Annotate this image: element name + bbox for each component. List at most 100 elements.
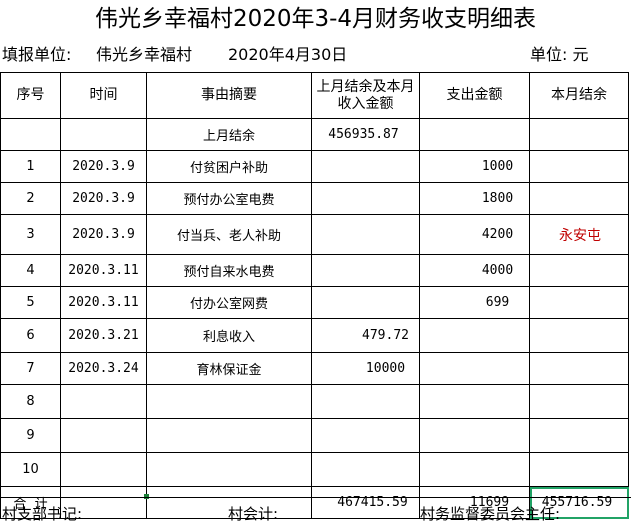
cell-expense[interactable] — [419, 418, 530, 453]
column-header[interactable]: 时间 — [60, 72, 147, 119]
cell-date[interactable] — [60, 118, 147, 151]
cell-expense[interactable]: 699 — [419, 286, 530, 319]
table-row: 5 2020.3.11 付办公室网费 699 — [0, 286, 629, 319]
cell-income[interactable] — [311, 452, 420, 487]
cell-expense[interactable] — [419, 318, 530, 353]
ledger-table: 序号 时间 事由摘要 上月结余及本月收入金额 支出金额 本月结余 上月结余 45… — [0, 72, 629, 519]
cell-balance[interactable] — [529, 384, 629, 419]
cell-expense[interactable]: 4200 — [419, 214, 530, 255]
total-income[interactable]: 467415.59 — [311, 486, 420, 519]
cell-no[interactable]: 2 — [0, 182, 61, 215]
cell-income[interactable] — [311, 150, 420, 183]
cell-income[interactable] — [311, 286, 420, 319]
cell-desc[interactable]: 利息收入 — [146, 318, 312, 353]
report-subheader: 填报单位: 伟光乡幸福村 2020年4月30日 单位: 元 — [0, 38, 631, 72]
table-row: 2 2020.3.9 预付办公室电费 1800 — [0, 182, 629, 215]
cell-balance[interactable] — [529, 254, 629, 287]
cell-desc[interactable] — [146, 384, 312, 419]
table-header-row: 序号 时间 事由摘要 上月结余及本月收入金额 支出金额 本月结余 — [0, 72, 629, 119]
cell-desc[interactable]: 付贫困户补助 — [146, 150, 312, 183]
cell-no[interactable]: 3 — [0, 214, 61, 255]
cell-balance[interactable] — [529, 418, 629, 453]
cell-no[interactable]: 1 — [0, 150, 61, 183]
cell-balance[interactable] — [529, 118, 629, 151]
cell-expense[interactable] — [419, 118, 530, 151]
cell-no[interactable]: 6 — [0, 318, 61, 353]
cell-date[interactable]: 2020.3.9 — [60, 150, 147, 183]
cell-expense[interactable] — [419, 384, 530, 419]
column-header[interactable]: 本月结余 — [529, 72, 629, 119]
cell-no[interactable]: 8 — [0, 384, 61, 419]
table-row: 4 2020.3.11 预付自来水电费 4000 — [0, 254, 629, 287]
cell-balance-note[interactable]: 永安屯 — [529, 214, 629, 255]
accountant-signature: 村会计: — [228, 505, 279, 523]
table-row: 7 2020.3.24 育林保证金 10000 — [0, 352, 629, 385]
cell-date[interactable] — [60, 418, 147, 453]
cell-date[interactable]: 2020.3.24 — [60, 352, 147, 385]
cell-desc[interactable] — [146, 418, 312, 453]
cell-desc[interactable]: 付办公室网费 — [146, 286, 312, 319]
cell-date[interactable] — [60, 384, 147, 419]
reporting-unit-name: 伟光乡幸福村 — [96, 45, 193, 64]
table-row: 3 2020.3.9 付当兵、老人补助 4200 永安屯 — [0, 214, 629, 255]
report-title: 伟光乡幸福村2020年3-4月财务收支明细表 — [94, 6, 537, 32]
cell-date[interactable]: 2020.3.11 — [60, 254, 147, 287]
cell-balance[interactable] — [529, 150, 629, 183]
table-row: 1 2020.3.9 付贫困户补助 1000 — [0, 150, 629, 183]
cell-income[interactable] — [311, 418, 420, 453]
table-row: 上月结余 456935.87 — [0, 118, 629, 151]
cell-expense[interactable]: 1800 — [419, 182, 530, 215]
cell-desc[interactable]: 付当兵、老人补助 — [146, 214, 312, 255]
cell-balance[interactable] — [529, 318, 629, 353]
cell-desc[interactable]: 预付办公室电费 — [146, 182, 312, 215]
cell-expense[interactable] — [419, 352, 530, 385]
cell-balance[interactable] — [529, 286, 629, 319]
column-header[interactable]: 支出金额 — [419, 72, 530, 119]
table-row: 8 — [0, 384, 629, 419]
cell-no[interactable]: 10 — [0, 452, 61, 487]
cell-desc[interactable]: 上月结余 — [146, 118, 312, 151]
table-row: 10 — [0, 452, 629, 487]
fill-handle[interactable] — [144, 494, 149, 499]
cell-date[interactable] — [60, 486, 147, 519]
reporting-unit-label: 填报单位: — [2, 45, 72, 64]
cell-income[interactable] — [311, 214, 420, 255]
cell-date[interactable]: 2020.3.9 — [60, 214, 147, 255]
cell-expense[interactable] — [419, 452, 530, 487]
cell-date[interactable]: 2020.3.9 — [60, 182, 147, 215]
supervisor-signature: 村务监督委员会主任: — [420, 505, 561, 523]
totals-row: 合 计 467415.59 11699 455716.59 — [0, 486, 629, 519]
cell-income[interactable] — [311, 384, 420, 419]
cell-desc[interactable] — [146, 452, 312, 487]
totals-label[interactable]: 合 计 — [0, 486, 61, 519]
cell-balance[interactable] — [529, 452, 629, 487]
cell-date[interactable]: 2020.3.21 — [60, 318, 147, 353]
cell-income[interactable] — [311, 182, 420, 215]
signature-footer: 村支部书记: 村会计: 村务监督委员会主任: — [0, 497, 631, 531]
total-balance[interactable]: 455716.59 — [529, 486, 629, 519]
cell-income[interactable] — [311, 254, 420, 287]
column-header[interactable]: 上月结余及本月收入金额 — [311, 72, 420, 119]
cell-income[interactable]: 10000 — [311, 352, 420, 385]
cell-income[interactable]: 479.72 — [311, 318, 420, 353]
cell-balance[interactable] — [529, 352, 629, 385]
cell-no[interactable]: 5 — [0, 286, 61, 319]
cell-no[interactable]: 9 — [0, 418, 61, 453]
report-date: 2020年4月30日 — [228, 45, 348, 64]
cell-desc[interactable]: 预付自来水电费 — [146, 254, 312, 287]
column-header[interactable]: 事由摘要 — [146, 72, 312, 119]
cell-expense[interactable]: 4000 — [419, 254, 530, 287]
table-row: 9 — [0, 418, 629, 453]
cell-desc[interactable]: 育林保证金 — [146, 352, 312, 385]
secretary-signature: 村支部书记: — [2, 505, 83, 523]
cell-no[interactable]: 4 — [0, 254, 61, 287]
cell-no[interactable]: 7 — [0, 352, 61, 385]
cell-date[interactable] — [60, 452, 147, 487]
cell-balance[interactable] — [529, 182, 629, 215]
cell-no[interactable] — [0, 118, 61, 151]
currency-unit: 单位: 元 — [530, 45, 589, 64]
cell-date[interactable]: 2020.3.11 — [60, 286, 147, 319]
cell-expense[interactable]: 1000 — [419, 150, 530, 183]
column-header[interactable]: 序号 — [0, 72, 61, 119]
cell-income[interactable]: 456935.87 — [311, 118, 420, 151]
